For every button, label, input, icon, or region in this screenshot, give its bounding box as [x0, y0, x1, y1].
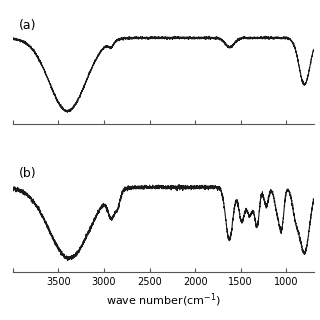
- Text: (b): (b): [19, 167, 36, 180]
- Text: (a): (a): [19, 19, 36, 32]
- X-axis label: wave number(cm$^{-1}$): wave number(cm$^{-1}$): [106, 291, 221, 308]
